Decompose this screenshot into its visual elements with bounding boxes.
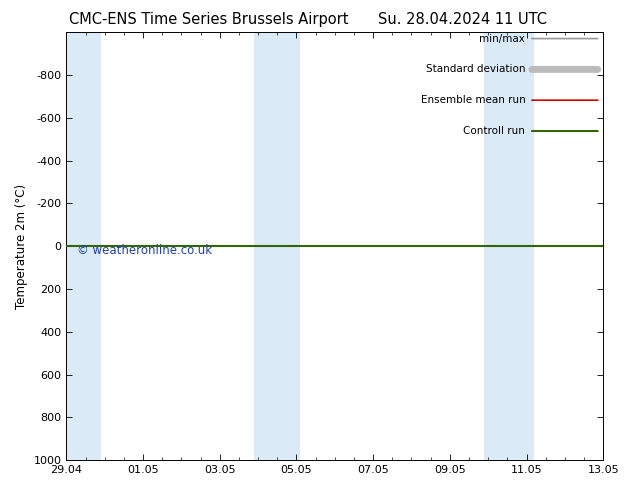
Bar — [254, 32, 301, 460]
Text: Standard deviation: Standard deviation — [426, 64, 526, 74]
Text: Ensemble mean run: Ensemble mean run — [420, 95, 526, 105]
Y-axis label: Temperature 2m (°C): Temperature 2m (°C) — [15, 184, 28, 309]
Text: Su. 28.04.2024 11 UTC: Su. 28.04.2024 11 UTC — [378, 12, 547, 27]
Text: min/max: min/max — [479, 34, 526, 44]
Text: CMC-ENS Time Series Brussels Airport: CMC-ENS Time Series Brussels Airport — [70, 12, 349, 27]
Text: © weatheronline.co.uk: © weatheronline.co.uk — [77, 244, 212, 257]
Text: Controll run: Controll run — [463, 126, 526, 136]
Bar — [67, 32, 101, 460]
Bar — [484, 32, 534, 460]
